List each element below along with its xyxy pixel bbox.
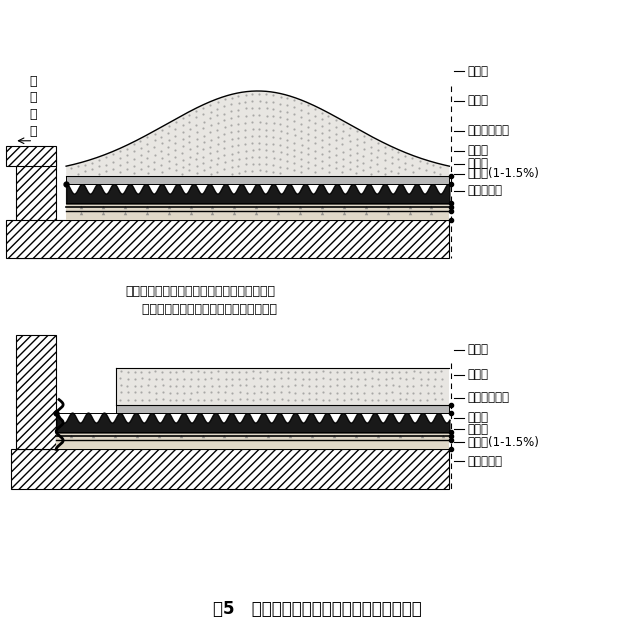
Text: 水分可通过排（蓄）水板排至四周明沟。: 水分可通过排（蓄）水板排至四周明沟。 — [126, 303, 277, 316]
Polygon shape — [11, 449, 450, 489]
Text: 找坡层(1-1.5%): 找坡层(1-1.5%) — [467, 436, 539, 449]
Text: 过滤层: 过滤层 — [467, 95, 488, 108]
Text: 明: 明 — [30, 108, 37, 121]
Text: 屋顶结构层: 屋顶结构层 — [467, 184, 502, 197]
Text: 过滤层: 过滤层 — [467, 368, 488, 381]
Text: 防水层: 防水层 — [467, 157, 488, 170]
Polygon shape — [16, 156, 56, 259]
Text: 屋顶结构层: 屋顶结构层 — [467, 455, 502, 468]
Text: 注：挡土墙可砌筑在排（蓄）水板上方，多余: 注：挡土墙可砌筑在排（蓄）水板上方，多余 — [126, 285, 276, 298]
Polygon shape — [6, 146, 56, 166]
Text: 排（蓄）水层: 排（蓄）水层 — [467, 391, 509, 404]
Text: 基质层: 基质层 — [467, 64, 488, 78]
Polygon shape — [56, 433, 450, 449]
Polygon shape — [66, 91, 450, 176]
Polygon shape — [16, 335, 56, 449]
Text: 水: 水 — [30, 91, 37, 105]
Text: 隔根层: 隔根层 — [467, 144, 488, 157]
Text: 沟: 沟 — [30, 125, 37, 138]
Text: 排: 排 — [30, 74, 37, 88]
Text: 防水层: 防水层 — [467, 423, 488, 436]
Text: 排（蓄）水层: 排（蓄）水层 — [467, 125, 509, 137]
Text: 隔根层: 隔根层 — [467, 411, 488, 424]
Polygon shape — [116, 404, 450, 413]
Polygon shape — [66, 203, 450, 220]
Text: 找坡层(1-1.5%): 找坡层(1-1.5%) — [467, 167, 539, 180]
Polygon shape — [116, 367, 450, 404]
Polygon shape — [66, 176, 450, 183]
Text: 图5   屋顶绿化排（蓄）水板铺设方法示意图: 图5 屋顶绿化排（蓄）水板铺设方法示意图 — [212, 600, 422, 618]
Text: 基质层: 基质层 — [467, 343, 488, 356]
Polygon shape — [6, 220, 450, 259]
